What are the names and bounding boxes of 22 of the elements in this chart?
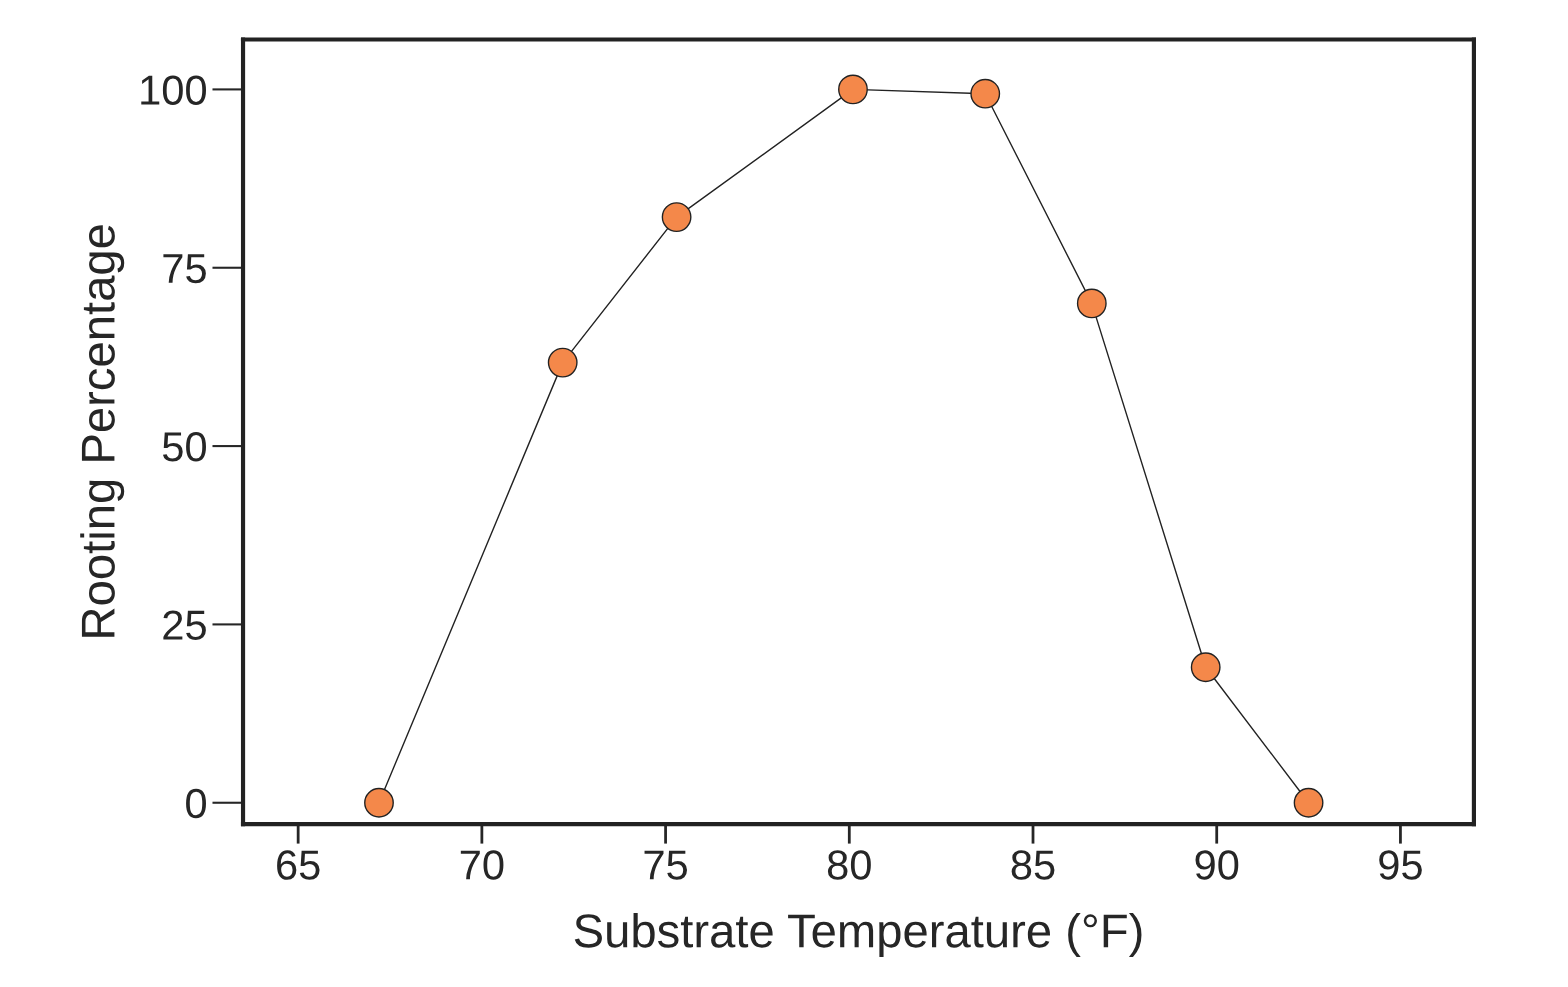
- y-tick-label: 75: [163, 254, 206, 284]
- x-tick-label: 90: [1195, 850, 1239, 880]
- point: [1190, 652, 1221, 683]
- x-tick-label: 80: [827, 850, 871, 880]
- point: [364, 787, 394, 818]
- y-tick-label: 100: [141, 75, 206, 105]
- x-axis-title: Substrate Temperature (°F): [574, 912, 1142, 958]
- y-axis-title: Rooting Percentage: [80, 225, 125, 637]
- point: [547, 347, 578, 378]
- x-tick-label: 65: [277, 850, 320, 880]
- point: [1293, 787, 1324, 818]
- y-tick-label: 50: [162, 432, 206, 462]
- x-tick-label: 75: [644, 850, 688, 880]
- point: [661, 202, 692, 233]
- point: [1076, 288, 1107, 319]
- y-tick-label: 0: [186, 788, 206, 819]
- y-tick-label: 25: [163, 610, 206, 640]
- x-tick-label: 95: [1379, 850, 1422, 880]
- point: [970, 78, 1001, 109]
- x-tick-label: 85: [1011, 850, 1055, 880]
- x-tick-label: 70: [460, 850, 504, 880]
- point: [838, 74, 868, 105]
